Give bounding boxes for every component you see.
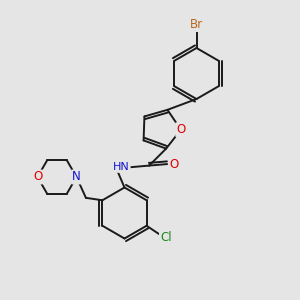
Text: O: O: [169, 158, 178, 171]
Text: N: N: [72, 170, 81, 184]
Text: Br: Br: [190, 18, 203, 31]
Text: Cl: Cl: [160, 231, 172, 244]
Text: HN: HN: [113, 162, 130, 172]
Text: O: O: [176, 123, 185, 136]
Text: O: O: [33, 170, 42, 184]
